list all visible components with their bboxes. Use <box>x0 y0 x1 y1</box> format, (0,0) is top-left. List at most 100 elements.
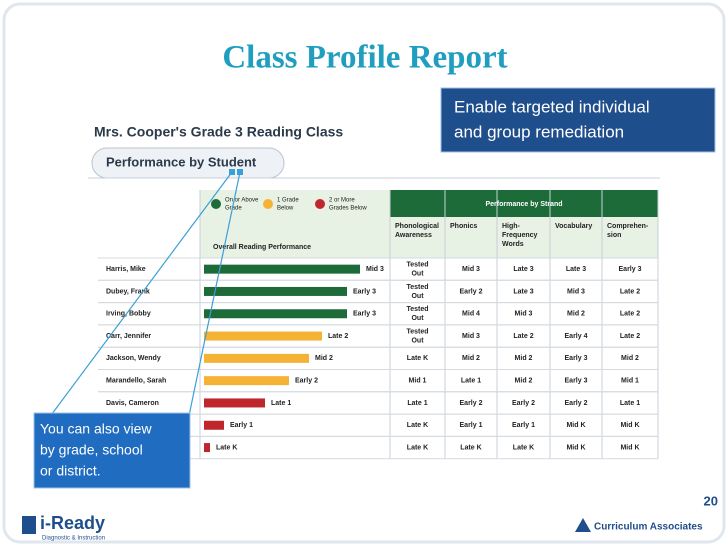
overall-level: Late 1 <box>271 400 291 407</box>
overall-level: Early 1 <box>230 422 253 429</box>
student-name: Harris, Mike <box>106 266 146 273</box>
strand-level: Late 2 <box>620 333 640 340</box>
logo-right: Curriculum Associates <box>594 522 703 533</box>
overall-level: Late K <box>216 444 237 451</box>
logo-left-sub: Diagnostic & Instruction <box>42 536 105 542</box>
strand-level: Early 3 <box>619 266 642 273</box>
strand-level: Mid 2 <box>567 311 585 318</box>
legend-swatch <box>315 199 325 209</box>
strand-level: Late 2 <box>620 311 640 318</box>
callout-text: or district. <box>40 463 101 479</box>
strand-name: High- <box>502 223 521 230</box>
student-name: Marandello, Sarah <box>106 377 166 384</box>
connector-end <box>229 169 235 175</box>
strand-level: Out <box>411 293 424 300</box>
overall-bar <box>204 398 265 408</box>
overall-bar <box>204 309 347 319</box>
student-name: Dubey, Frank <box>106 288 150 295</box>
strand-level: Late 1 <box>407 400 427 407</box>
callout-bottom <box>33 412 191 489</box>
strand-header-bg <box>390 190 658 217</box>
strand-level: Mid 3 <box>462 333 480 340</box>
overall-level: Early 3 <box>353 288 376 295</box>
legend-label: On or Above <box>225 198 259 204</box>
strand-level: Mid 2 <box>462 355 480 362</box>
legend-label: Grade <box>225 206 242 212</box>
legend-swatch <box>211 199 221 209</box>
overall-level: Mid 2 <box>315 355 333 362</box>
strand-level: Early 2 <box>512 400 535 407</box>
strand-level: Tested <box>406 328 428 335</box>
overall-bar <box>204 443 210 453</box>
overall-bar <box>204 264 360 274</box>
page-number: 20 <box>704 493 718 508</box>
strand-level: Late K <box>513 444 534 451</box>
strand-level: Early 1 <box>460 422 483 429</box>
strand-level: Mid 2 <box>621 355 639 362</box>
strand-level: Mid K <box>620 444 639 451</box>
strand-level: Early 2 <box>460 288 483 295</box>
student-name: Carr, Jennifer <box>106 333 151 340</box>
strand-level: Late K <box>460 444 481 451</box>
strand-level: Mid 2 <box>515 377 533 384</box>
strand-level: Mid 1 <box>409 377 427 384</box>
strand-level: Early 1 <box>512 422 535 429</box>
strand-name: Phonological <box>395 223 439 230</box>
strand-level: Late K <box>407 422 428 429</box>
overall-level: Early 3 <box>353 311 376 318</box>
slide-title: Class Profile Report <box>222 40 507 76</box>
overall-bar <box>204 286 347 296</box>
strand-level: Late 2 <box>620 288 640 295</box>
strand-level: Tested <box>406 306 428 313</box>
strand-name: Comprehen- <box>607 223 649 230</box>
strand-name: sion <box>607 232 621 239</box>
strand-name: Words <box>502 241 524 248</box>
strand-level: Mid 2 <box>515 355 533 362</box>
strand-level: Mid K <box>566 422 585 429</box>
legend-label: Grades Below <box>329 206 367 212</box>
strand-level: Late 1 <box>461 377 481 384</box>
strand-level: Late 3 <box>566 266 586 273</box>
strand-level: Tested <box>406 284 428 291</box>
strand-name: Frequency <box>502 232 538 239</box>
callout-text: You can also view <box>40 421 152 437</box>
callout-text: Enable targeted individual <box>454 97 650 116</box>
strand-level: Mid 1 <box>621 377 639 384</box>
overall-level: Late 2 <box>328 333 348 340</box>
legend-label: 1 Grade <box>277 198 299 204</box>
strand-level: Late K <box>407 444 428 451</box>
class-name: Mrs. Cooper's Grade 3 Reading Class <box>94 124 343 140</box>
legend-label: Below <box>277 206 294 212</box>
strand-level: Out <box>411 270 424 277</box>
student-name: Jackson, Wendy <box>106 355 161 362</box>
strand-level: Mid 4 <box>462 311 480 318</box>
strand-level: Late 3 <box>513 266 533 273</box>
strand-level: Early 2 <box>460 400 483 407</box>
logo-right-icon <box>575 518 591 532</box>
strand-level: Late K <box>407 355 428 362</box>
connector-end <box>237 169 243 175</box>
strand-level: Early 3 <box>565 377 588 384</box>
overall-bar <box>204 420 224 430</box>
logo-icon <box>22 516 36 534</box>
overall-level: Mid 3 <box>366 266 384 273</box>
student-name: Irving, Bobby <box>106 311 151 318</box>
connector <box>39 171 233 431</box>
strand-level: Early 2 <box>565 400 588 407</box>
strand-level: Mid 3 <box>462 266 480 273</box>
callout-top <box>440 87 716 153</box>
legend-label: 2 or More <box>329 198 355 204</box>
overall-bar <box>204 353 309 363</box>
logo-left: i-Ready <box>40 513 105 533</box>
strand-level: Late 1 <box>620 400 640 407</box>
callout-text: by grade, school <box>40 442 143 458</box>
strand-level: Early 4 <box>565 333 588 340</box>
strand-level: Tested <box>406 261 428 268</box>
strand-level: Late 2 <box>513 333 533 340</box>
overall-header: Overall Reading Performance <box>213 244 311 251</box>
callout-text: and group remediation <box>454 122 624 141</box>
connector <box>185 171 241 431</box>
overall-level: Early 2 <box>295 377 318 384</box>
